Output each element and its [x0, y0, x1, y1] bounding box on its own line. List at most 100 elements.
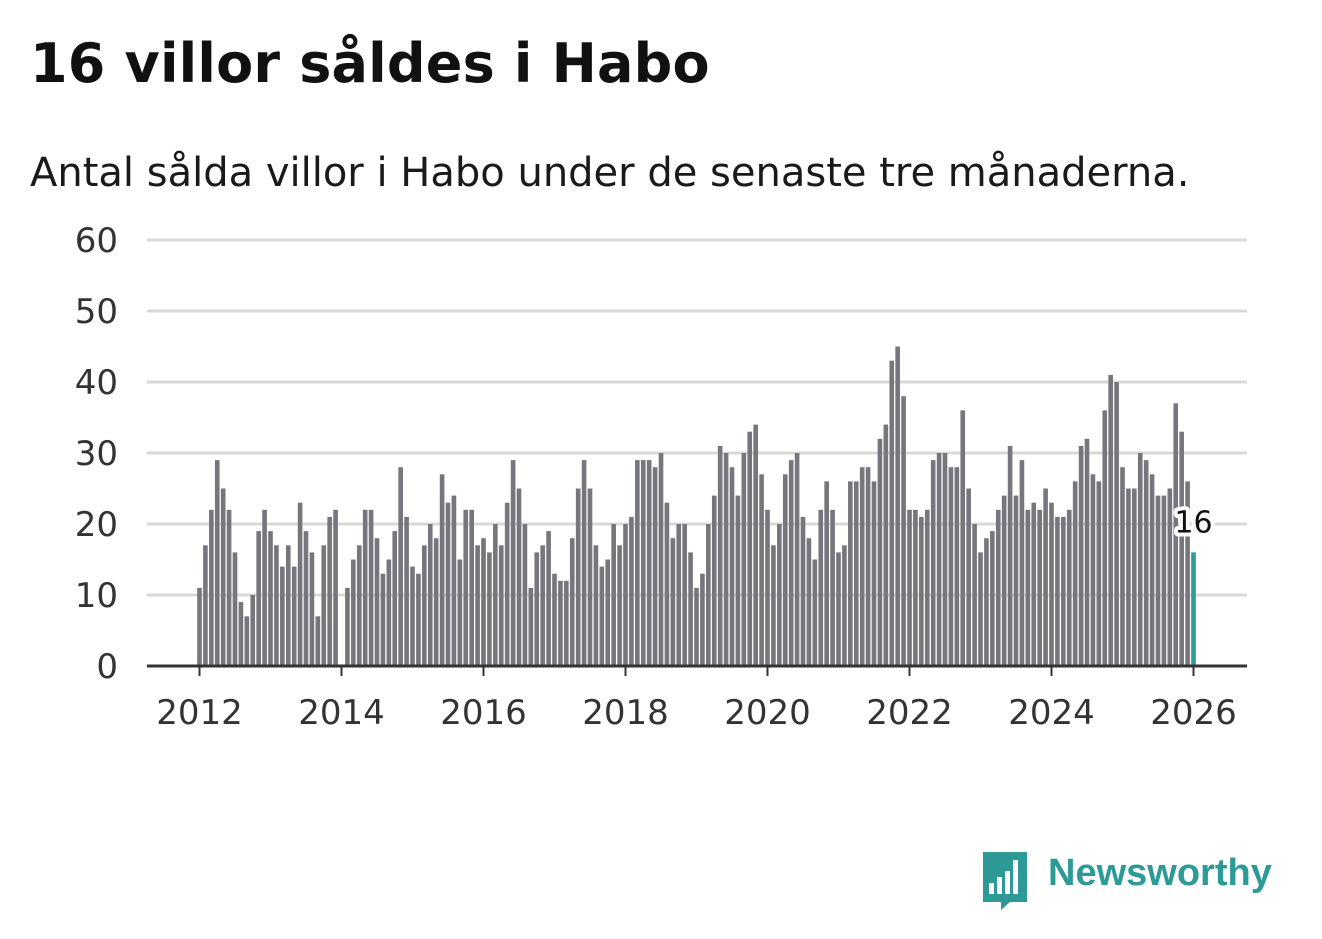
y-tick-label: 40	[75, 363, 118, 403]
bar	[859, 467, 865, 666]
bar	[652, 467, 658, 666]
bar	[380, 573, 386, 666]
bar	[493, 524, 498, 666]
chart-subtitle: Antal sålda villor i Habo under de senas…	[30, 150, 1190, 196]
chart-title: 16 villor såldes i Habo	[30, 32, 710, 95]
bar	[244, 616, 250, 666]
bar	[735, 495, 741, 666]
bar	[711, 495, 717, 666]
bar	[883, 424, 889, 666]
bar	[487, 552, 492, 666]
bar	[262, 509, 267, 666]
bar	[753, 424, 758, 666]
bar-chart-speech-bubble-icon	[983, 852, 1027, 910]
bar	[865, 467, 871, 666]
bar	[540, 545, 545, 666]
bar	[362, 509, 368, 666]
bar	[345, 587, 350, 666]
bar	[593, 545, 599, 666]
bar	[368, 509, 374, 666]
bar	[605, 559, 611, 666]
bar	[676, 524, 682, 666]
bar	[670, 538, 676, 666]
bar	[824, 481, 829, 666]
y-tick-label: 60	[75, 221, 118, 261]
bar	[564, 580, 569, 666]
bar	[1114, 382, 1119, 666]
bar	[723, 453, 729, 666]
x-tick-label: 2016	[440, 693, 527, 733]
bar	[469, 509, 474, 666]
bar	[398, 467, 403, 666]
bar	[853, 481, 859, 666]
bar	[694, 587, 699, 666]
bar	[333, 509, 338, 666]
bar	[457, 559, 463, 666]
bar	[966, 488, 971, 666]
bar	[936, 453, 942, 666]
bar	[351, 559, 356, 666]
bar	[889, 360, 895, 666]
bar-highlight	[1191, 552, 1196, 666]
bar	[794, 453, 800, 666]
bar	[256, 531, 261, 666]
bar	[1096, 481, 1102, 666]
x-tick-label: 2022	[866, 693, 953, 733]
bar	[842, 545, 847, 666]
bar	[919, 516, 924, 666]
bar	[1090, 474, 1096, 666]
bar	[848, 481, 853, 666]
bar	[907, 509, 912, 666]
bar	[729, 467, 735, 666]
bar	[546, 531, 551, 666]
x-tick-label: 2018	[582, 693, 669, 733]
bar	[504, 502, 510, 666]
bar	[268, 531, 273, 666]
bar	[309, 552, 315, 666]
bar	[1055, 516, 1060, 666]
bar	[1031, 502, 1037, 666]
bar	[942, 453, 948, 666]
bar	[611, 524, 616, 666]
bar	[717, 445, 723, 666]
bar	[386, 559, 392, 666]
x-tick-label: 2026	[1150, 693, 1237, 733]
bar	[830, 509, 835, 666]
bar	[250, 595, 256, 666]
bar	[771, 545, 776, 666]
bar	[569, 538, 575, 666]
bar	[422, 545, 427, 666]
bar	[913, 509, 918, 666]
bar	[232, 552, 238, 666]
bar	[522, 524, 528, 666]
bar	[599, 566, 605, 666]
bar	[1137, 453, 1143, 666]
bar	[741, 453, 747, 666]
y-tick-label: 30	[75, 434, 118, 474]
bar	[995, 509, 1001, 666]
bar	[528, 587, 534, 666]
bar	[587, 488, 593, 666]
bar	[220, 488, 226, 666]
bar	[1072, 481, 1078, 666]
y-tick-label: 20	[75, 505, 118, 545]
y-tick-label: 50	[75, 292, 118, 332]
bar	[1078, 445, 1084, 666]
bar	[581, 460, 587, 666]
bar	[812, 559, 818, 666]
bar	[280, 566, 285, 666]
bar	[1120, 467, 1125, 666]
bar	[1007, 445, 1013, 666]
bar	[1019, 460, 1025, 666]
bar	[972, 524, 977, 666]
bar	[747, 431, 753, 666]
bar	[990, 531, 995, 666]
annotation-halo: 16	[1174, 505, 1212, 540]
bar	[1126, 488, 1131, 666]
bar	[226, 509, 232, 666]
bar	[552, 573, 557, 666]
bar	[1066, 509, 1072, 666]
bar	[1037, 509, 1042, 666]
bar	[984, 538, 989, 666]
bar	[356, 545, 362, 666]
